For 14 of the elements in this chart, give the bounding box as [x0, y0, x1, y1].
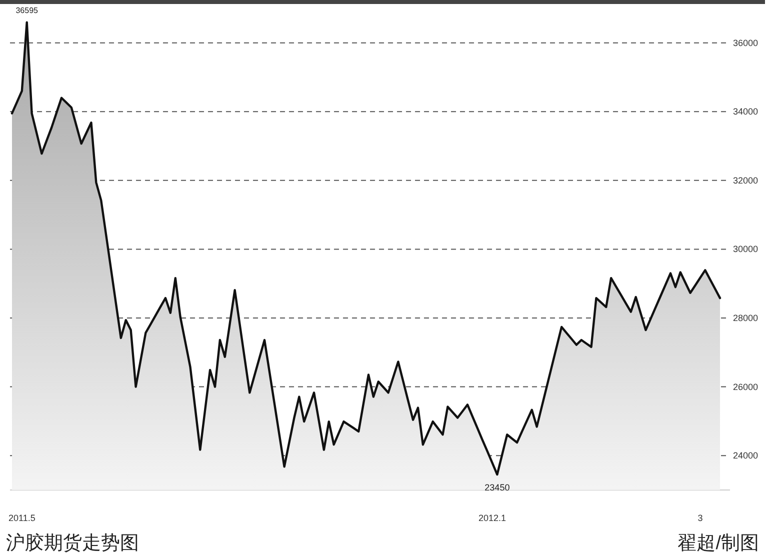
y-tick-label: 32000 [733, 175, 758, 186]
x-tick-label: 3 [698, 513, 703, 523]
y-tick-label: 36000 [733, 38, 758, 48]
y-tick-label: 30000 [733, 244, 758, 254]
y-tick-label: 28000 [733, 313, 758, 324]
annotation: 23450 [484, 482, 510, 493]
x-tick-label: 2011.5 [8, 513, 36, 523]
x-tick-label: 2012.1 [478, 513, 506, 523]
y-tick-label: 26000 [733, 382, 758, 392]
annotation: 36595 [16, 6, 39, 15]
text: 沪胶期货走势图 [6, 532, 139, 554]
y-tick-label: 34000 [733, 106, 758, 117]
y-tick-label: 24000 [733, 450, 758, 461]
text: 翟超/制图 [678, 533, 759, 554]
